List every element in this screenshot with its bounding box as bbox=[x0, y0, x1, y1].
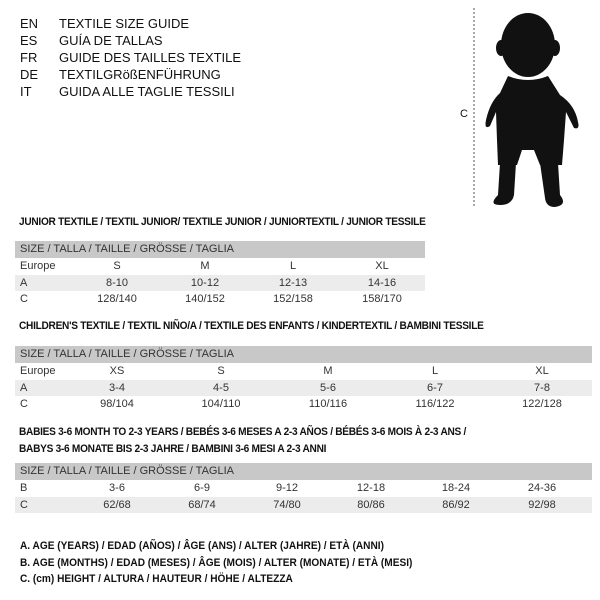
table-header: SIZE / TALLA / TAILLE / GRÖSSE / TAGLIA bbox=[15, 463, 592, 480]
guide-title-fr: FR GUIDE DES TAILLES TEXTILE bbox=[20, 49, 241, 66]
cell: 92/98 bbox=[528, 498, 556, 511]
table-row-europe: Europe XS S M L XL bbox=[15, 363, 592, 380]
cell: 3-6 bbox=[109, 482, 125, 494]
cell: 74/80 bbox=[273, 498, 301, 511]
cell: XS bbox=[109, 365, 125, 377]
table-row-c: C 128/140 140/152 152/158 158/170 bbox=[15, 291, 425, 308]
language-code: EN bbox=[20, 16, 39, 31]
row-label: A bbox=[20, 276, 28, 289]
cell: 110/116 bbox=[308, 398, 348, 410]
cell: 158/170 bbox=[362, 293, 402, 305]
child-silhouette-figure bbox=[473, 8, 579, 208]
row-label: Europe bbox=[20, 260, 56, 272]
children-size-table: SIZE / TALLA / TAILLE / GRÖSSE / TAGLIA … bbox=[15, 346, 592, 413]
height-measure-label: C bbox=[460, 108, 468, 120]
guide-title-text: TEXTILE SIZE GUIDE bbox=[59, 16, 190, 31]
row-label: C bbox=[20, 398, 28, 410]
table-header: SIZE / TALLA / TAILLE / GRÖSSE / TAGLIA bbox=[15, 346, 592, 363]
row-label: A bbox=[20, 381, 28, 394]
cell: XL bbox=[375, 260, 389, 272]
cell: M bbox=[323, 365, 333, 377]
cell: 12-13 bbox=[278, 276, 308, 289]
cell: 116/122 bbox=[415, 398, 455, 410]
table-header: SIZE / TALLA / TAILLE / GRÖSSE / TAGLIA bbox=[15, 241, 425, 258]
table-row-europe: Europe S M L XL bbox=[15, 258, 425, 275]
junior-size-table: SIZE / TALLA / TAILLE / GRÖSSE / TAGLIA … bbox=[15, 241, 425, 308]
cell: 152/158 bbox=[273, 293, 313, 305]
cell: 8-10 bbox=[105, 276, 129, 289]
row-label: B bbox=[20, 482, 28, 494]
babies-section-title-line2: BABYS 3-6 MONATE BIS 2-3 JAHRE / BAMBINI… bbox=[19, 443, 327, 455]
cell: 24-36 bbox=[527, 482, 557, 494]
cell: 98/104 bbox=[100, 398, 134, 410]
cell: 14-16 bbox=[367, 276, 397, 289]
language-code: IT bbox=[20, 84, 32, 99]
table-row-c: C 62/68 68/74 74/80 80/86 86/92 92/98 bbox=[15, 496, 592, 513]
children-section-title: CHILDREN'S TEXTILE / TEXTIL NIÑO/A / TEX… bbox=[19, 320, 484, 332]
junior-section-title: JUNIOR TEXTILE / TEXTIL JUNIOR/ TEXTILE … bbox=[19, 216, 426, 228]
guide-title-en: EN TEXTILE SIZE GUIDE bbox=[20, 15, 241, 32]
guide-title-es: ES GUÍA DE TALLAS bbox=[20, 32, 241, 49]
cell: 68/74 bbox=[188, 498, 216, 511]
table-row-a: A 3-4 4-5 5-6 6-7 7-8 bbox=[15, 379, 592, 396]
cell: 86/92 bbox=[442, 498, 470, 511]
guide-title-de: DE TEXTILGRößENFÜHRUNG bbox=[20, 66, 241, 83]
cell: 6-9 bbox=[194, 482, 210, 494]
cell: 12-18 bbox=[356, 482, 386, 494]
legend-item-c: C. (cm) HEIGHT / ALTURA / HAUTEUR / HÖHE… bbox=[20, 573, 293, 585]
guide-title-text: GUIDE DES TAILLES TEXTILE bbox=[59, 50, 242, 65]
guide-title-text: GUIDA ALLE TAGLIE TESSILI bbox=[59, 84, 235, 99]
cell: 122/128 bbox=[522, 398, 562, 410]
guide-title-list: EN TEXTILE SIZE GUIDE ES GUÍA DE TALLAS FR… bbox=[20, 15, 241, 100]
table-row-c: C 98/104 104/110 110/116 116/122 122/128 bbox=[15, 396, 592, 413]
child-silhouette-icon bbox=[485, 13, 579, 207]
cell: 4-5 bbox=[213, 381, 229, 394]
row-label: Europe bbox=[20, 365, 56, 377]
cell: S bbox=[113, 260, 121, 272]
legend-item-a: A. AGE (YEARS) / EDAD (AÑOS) / ÂGE (ANS)… bbox=[20, 540, 384, 552]
cell: 18-24 bbox=[441, 482, 471, 494]
cell: 3-4 bbox=[109, 381, 125, 394]
babies-section-title-line1: BABIES 3-6 MONTH TO 2-3 YEARS / BEBÉS 3-… bbox=[19, 426, 467, 438]
guide-title-it: IT GUIDA ALLE TAGLIE TESSILI bbox=[20, 83, 241, 100]
language-code: FR bbox=[20, 50, 38, 65]
babies-size-table: SIZE / TALLA / TAILLE / GRÖSSE / TAGLIA … bbox=[15, 463, 592, 513]
cell: XL bbox=[535, 365, 549, 377]
cell: 6-7 bbox=[427, 381, 443, 394]
row-label: C bbox=[20, 498, 28, 511]
legend-item-b: B. AGE (MONTHS) / EDAD (MESES) / ÂGE (MO… bbox=[20, 556, 413, 569]
table-row-a: A 8-10 10-12 12-13 14-16 bbox=[15, 274, 425, 291]
cell: S bbox=[217, 365, 225, 377]
cell: 7-8 bbox=[534, 381, 550, 394]
cell: 140/152 bbox=[185, 293, 225, 305]
legend: A. AGE (YEARS) / EDAD (AÑOS) / ÂGE (ANS)… bbox=[20, 538, 412, 588]
row-label: C bbox=[20, 293, 28, 305]
cell: 62/68 bbox=[103, 498, 131, 511]
cell: M bbox=[200, 260, 210, 272]
cell: 104/110 bbox=[201, 398, 241, 410]
guide-title-text: TEXTILGRößENFÜHRUNG bbox=[59, 67, 221, 82]
cell: 9-12 bbox=[275, 482, 299, 494]
table-row-b: B 3-6 6-9 9-12 12-18 18-24 24-36 bbox=[15, 480, 592, 497]
guide-title-text: GUÍA DE TALLAS bbox=[59, 33, 163, 48]
cell: L bbox=[289, 260, 297, 272]
cell: 10-12 bbox=[190, 276, 220, 289]
cell: 128/140 bbox=[97, 293, 137, 305]
cell: L bbox=[431, 365, 439, 377]
language-code: ES bbox=[20, 33, 38, 48]
cell: 5-6 bbox=[320, 381, 336, 394]
language-code: DE bbox=[20, 67, 39, 82]
cell: 80/86 bbox=[357, 498, 385, 511]
